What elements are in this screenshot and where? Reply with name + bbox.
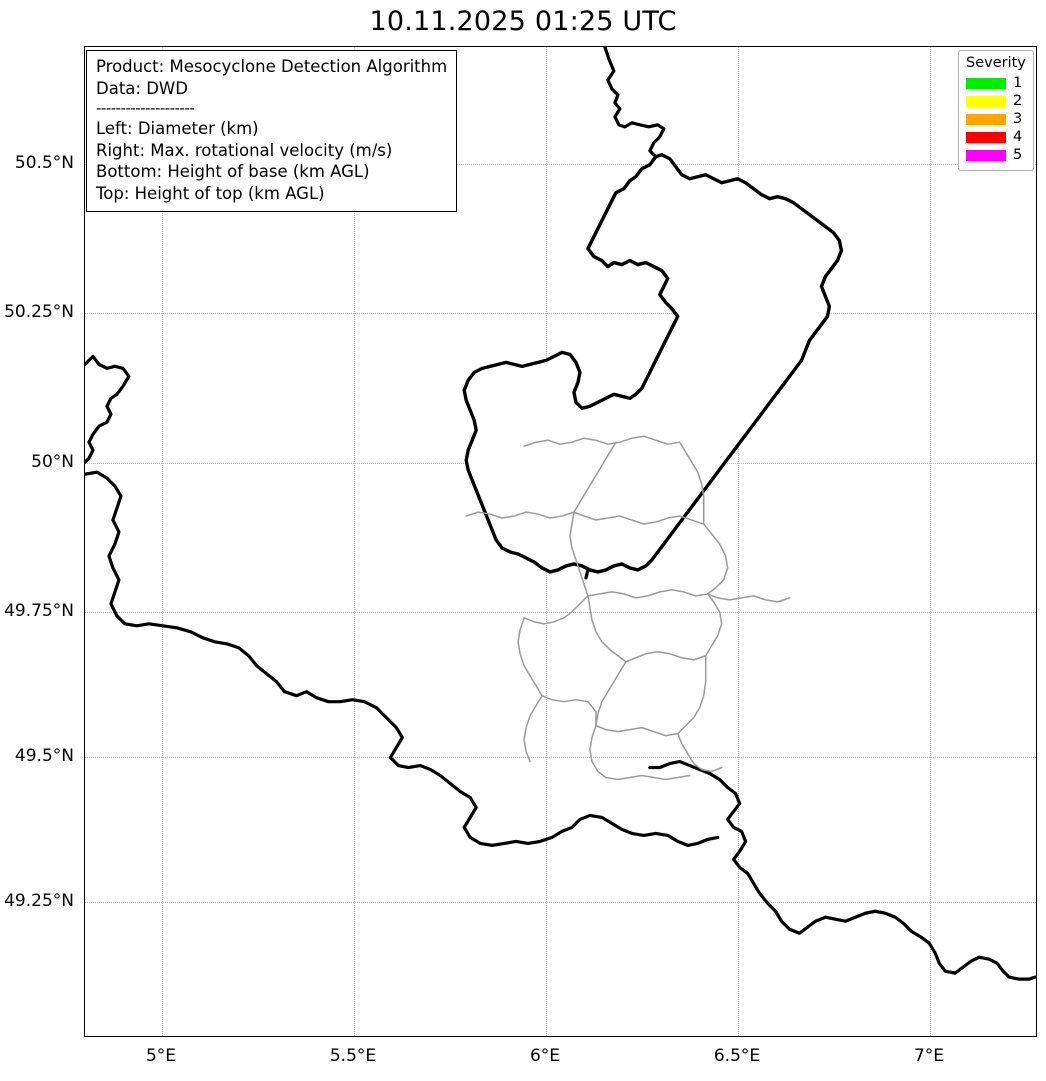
canton-border-line: [587, 595, 627, 663]
legend-label-1: 1: [1013, 75, 1023, 91]
severity-swatch-2: [966, 95, 1006, 107]
canton-border-line: [595, 724, 679, 737]
legend-label-3: 3: [1013, 111, 1023, 127]
canton-border-line: [589, 724, 607, 779]
x-tick-label: 6.5°E: [713, 1046, 761, 1066]
canton-border-line: [706, 593, 791, 603]
x-tick-label: 5.5°E: [329, 1046, 377, 1066]
y-tick-label: 49.5°N: [14, 746, 74, 766]
info-separator: --------------------: [96, 99, 195, 117]
gridline-horizontal: [85, 313, 1036, 314]
legend-title: Severity: [966, 55, 1026, 71]
gridline-horizontal: [85, 757, 1036, 758]
gridline-vertical: [930, 47, 931, 1036]
info-data-line: Data: DWD: [96, 78, 188, 98]
severity-swatch-1: [966, 77, 1006, 89]
legend-label-4: 4: [1013, 129, 1023, 145]
canton-border-line: [677, 732, 723, 773]
legend-item-5[interactable]: 5: [966, 146, 1026, 164]
legend-item-1[interactable]: 1: [966, 74, 1026, 92]
luxembourg-national-border: [462, 153, 844, 574]
canton-border-line: [679, 441, 705, 525]
info-right-line: Right: Max. rotational velocity (m/s): [96, 140, 393, 160]
canton-border-line: [704, 593, 723, 657]
belgium-border-northwest: [85, 354, 131, 464]
legend-label-5: 5: [1013, 147, 1023, 163]
x-tick-label: 7°E: [913, 1046, 945, 1066]
canton-border-line: [465, 511, 575, 519]
canton-border-line: [702, 523, 729, 595]
x-tick-label: 6°E: [529, 1046, 561, 1066]
belgium-france-border: [85, 470, 720, 847]
canton-border-line: [523, 595, 589, 625]
france-germany-border: [648, 759, 1036, 981]
canton-border-line: [541, 694, 597, 727]
gridline-vertical: [738, 47, 739, 1036]
gridline-horizontal: [85, 612, 1036, 613]
product-info-box: Product: Mesocyclone Detection Algorithm…: [86, 50, 458, 212]
canton-border-line: [595, 661, 627, 727]
info-bottom-line: Bottom: Height of base (km AGL): [96, 162, 370, 181]
canton-border-line: [569, 511, 589, 597]
page-title: 10.11.2025 01:25 UTC: [369, 6, 677, 37]
canton-border-line: [573, 511, 705, 525]
y-tick-label: 49.75°N: [4, 601, 74, 621]
info-left-line: Left: Diameter (km): [96, 119, 259, 138]
gridline-horizontal: [85, 164, 1036, 165]
info-top-line: Top: Height of top (km AGL): [96, 183, 325, 203]
severity-swatch-3: [966, 113, 1006, 125]
info-product-line: Product: Mesocyclone Detection Algorithm: [96, 57, 448, 76]
legend-item-3[interactable]: 3: [966, 110, 1026, 128]
canton-border-line: [605, 774, 691, 781]
y-tick-label: 49.25°N: [4, 891, 74, 911]
gridline-vertical: [162, 47, 163, 1036]
luxembourg-canton-borders: [465, 435, 791, 781]
gridline-horizontal: [85, 902, 1036, 903]
canton-border-line: [573, 441, 617, 513]
severity-swatch-4: [966, 131, 1006, 143]
y-tick-label: 50°N: [31, 452, 74, 472]
severity-swatch-5: [966, 149, 1006, 161]
y-tick-label: 50.5°N: [14, 153, 74, 173]
legend-item-4[interactable]: 4: [966, 128, 1026, 146]
canton-border-line: [587, 589, 709, 599]
canton-border-line: [523, 694, 543, 763]
canton-border-line: [523, 435, 681, 447]
severity-legend: Severity 1 2 3 4 5: [958, 50, 1034, 171]
legend-item-2[interactable]: 2: [966, 92, 1026, 110]
gridline-vertical: [354, 47, 355, 1036]
x-tick-label: 5°E: [145, 1046, 177, 1066]
geography-layer: [85, 47, 1036, 981]
canton-border-line: [625, 651, 707, 663]
canton-border-line: [517, 617, 543, 697]
legend-label-2: 2: [1013, 93, 1023, 109]
y-tick-label: 50.25°N: [4, 302, 74, 322]
canton-border-line: [677, 655, 707, 735]
